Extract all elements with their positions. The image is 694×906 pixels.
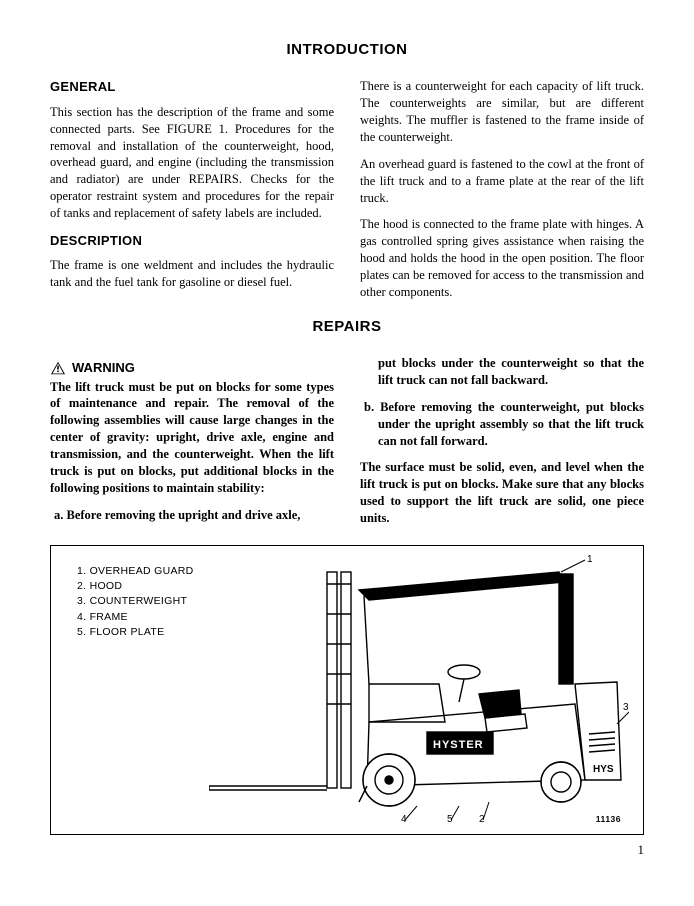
callout-4: 4	[401, 814, 407, 824]
figure-1-box: 1. OVERHEAD GUARD 2. HOOD 3. COUNTERWEIG…	[50, 545, 644, 835]
repairs-title: REPAIRS	[50, 317, 644, 337]
legend-item: 1. OVERHEAD GUARD	[77, 564, 194, 579]
callout-2: 2	[479, 814, 485, 824]
callout-3: 3	[623, 702, 629, 713]
callout-1: 1	[587, 554, 593, 565]
intro-columns: GENERAL This section has the description…	[50, 78, 644, 311]
warning-label: WARNING	[72, 359, 135, 377]
brand-label: HYSTER	[433, 739, 484, 751]
warning-paragraph-2: The surface must be solid, even, and lev…	[360, 459, 644, 527]
description-paragraph: The frame is one weldment and includes t…	[50, 257, 334, 291]
page-number: 1	[50, 841, 644, 859]
legend-item: 3. COUNTERWEIGHT	[77, 594, 194, 609]
repairs-columns: WARNING The lift truck must be put on bl…	[50, 355, 644, 537]
figure-image-number: 11136	[596, 814, 621, 825]
legend-item: 4. FRAME	[77, 610, 194, 625]
warning-heading: WARNING	[50, 359, 334, 377]
warning-item-a: a. Before removing the upright and drive…	[50, 507, 334, 524]
hood-paragraph: The hood is connected to the frame plate…	[360, 216, 644, 300]
counterweight-paragraph: There is a counterweight for each capaci…	[360, 78, 644, 146]
repairs-left-col: WARNING The lift truck must be put on bl…	[50, 355, 334, 537]
overhead-guard-paragraph: An overhead guard is fastened to the cow…	[360, 156, 644, 207]
figure-legend: 1. OVERHEAD GUARD 2. HOOD 3. COUNTERWEIG…	[77, 564, 194, 640]
callout-5: 5	[447, 814, 453, 824]
intro-right-col: There is a counterweight for each capaci…	[360, 78, 644, 311]
forklift-illustration: HYSTER HYS 1 3 4 5 2	[209, 554, 629, 824]
general-heading: GENERAL	[50, 78, 334, 96]
warning-triangle-icon	[50, 361, 66, 375]
intro-left-col: GENERAL This section has the description…	[50, 78, 334, 311]
introduction-title: INTRODUCTION	[50, 40, 644, 60]
warning-item-b: b. Before removing the counterweight, pu…	[360, 399, 644, 450]
general-paragraph: This section has the description of the …	[50, 104, 334, 222]
warning-paragraph-1: The lift truck must be put on blocks for…	[50, 379, 334, 497]
brand-label-side: HYS	[593, 764, 614, 775]
legend-item: 5. FLOOR PLATE	[77, 625, 194, 640]
repairs-right-col: put blocks under the counterweight so th…	[360, 355, 644, 537]
legend-item: 2. HOOD	[77, 579, 194, 594]
description-heading: DESCRIPTION	[50, 232, 334, 250]
warning-item-a-cont: put blocks under the counterweight so th…	[360, 355, 644, 389]
